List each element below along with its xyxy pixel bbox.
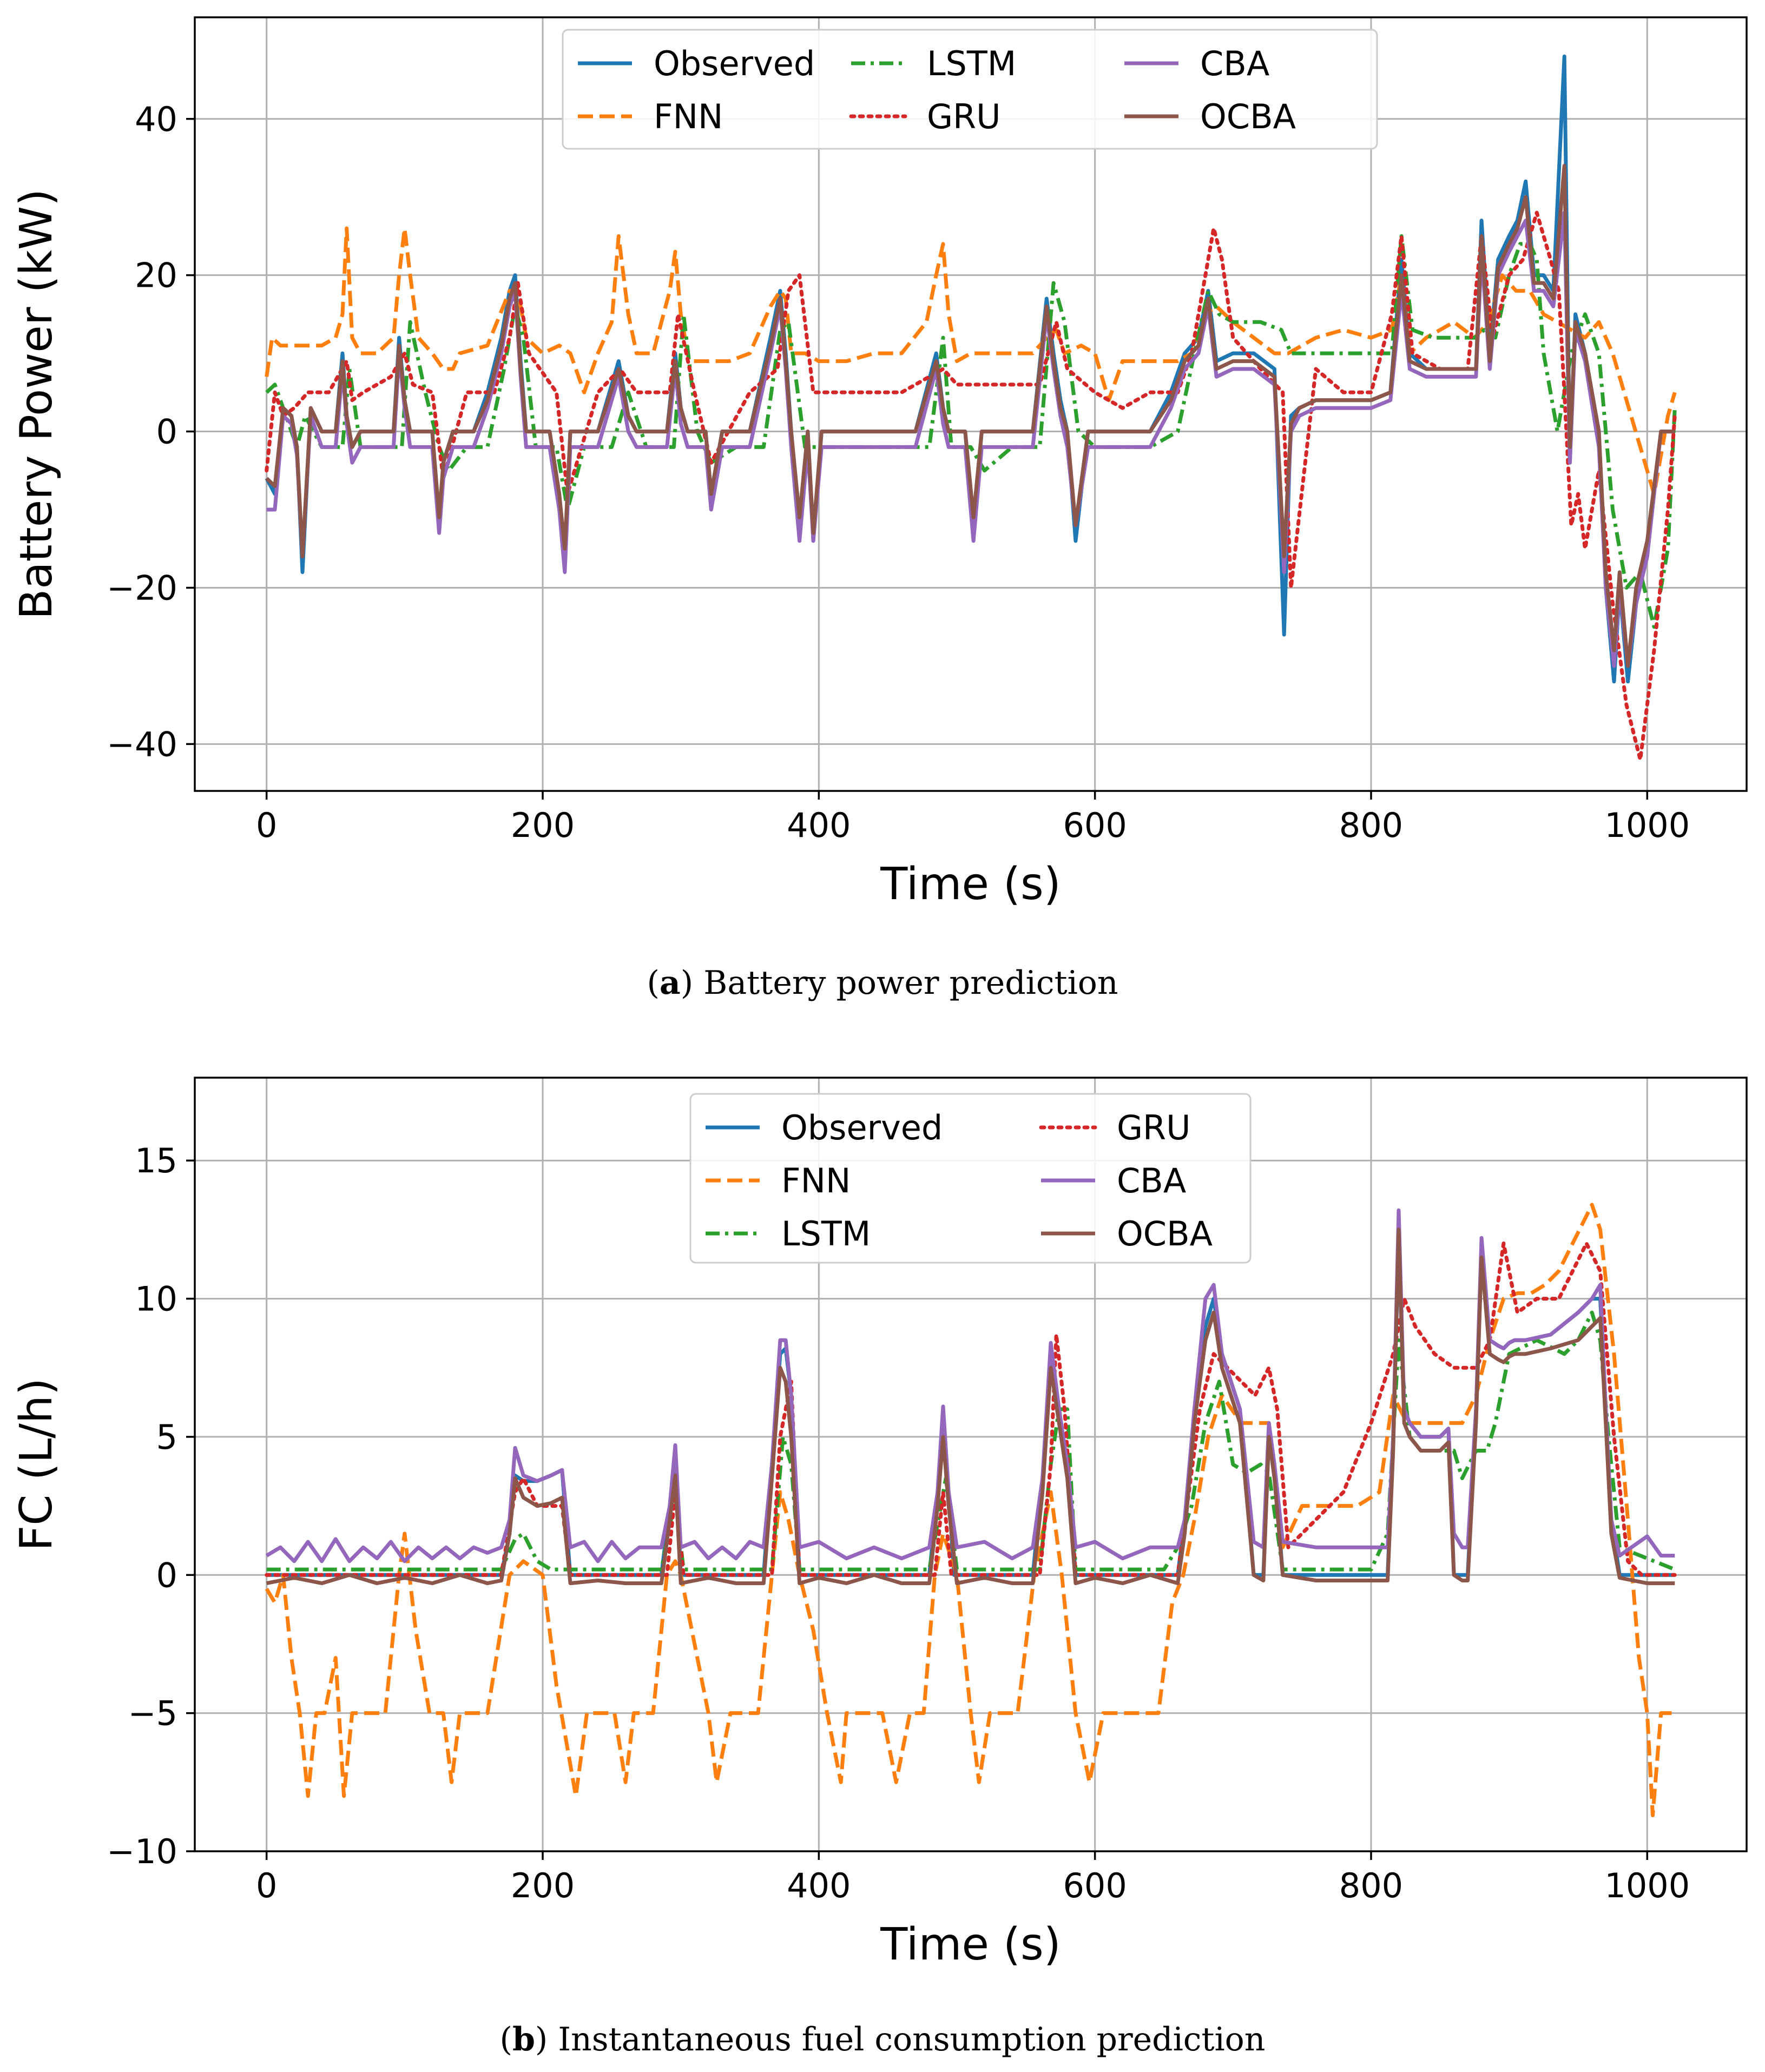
legend-label-fnn: FNN (654, 97, 723, 136)
x-tick-label: 400 (787, 806, 851, 845)
y-tick-label: 20 (135, 256, 177, 295)
series-line-fnn (265, 1203, 1675, 1818)
x-tick-label: 200 (511, 1866, 575, 1905)
legend: Observed FNN LSTM GRU CBA OCBA (562, 29, 1378, 150)
y-tick-label: 0 (156, 1555, 177, 1595)
y-axis-label: Battery Power (kW) (11, 189, 62, 619)
y-tick-label: −20 (107, 568, 177, 608)
battery-power-chart: 0 200 400 600 800 1000 −40 −20 0 20 40 Time (s) Batt… (11, 16, 1748, 910)
series-line-cba (266, 210, 1675, 668)
x-tick-label: 600 (1063, 806, 1127, 845)
legend-label-ocba: OCBA (1117, 1214, 1213, 1253)
y-tick-label: 15 (135, 1141, 177, 1180)
x-tick-label: 0 (256, 1866, 277, 1905)
series-group (265, 54, 1677, 762)
x-tick-label: 600 (1063, 1866, 1127, 1905)
y-tick-label: 10 (135, 1279, 177, 1319)
legend-label-ocba: OCBA (1200, 97, 1296, 136)
y-tick-label: 0 (156, 412, 177, 452)
legend-label-fnn: FNN (781, 1161, 851, 1200)
plot-frame (194, 16, 1748, 792)
series-line-gru (265, 1241, 1677, 1577)
legend-label-cba: CBA (1200, 44, 1269, 83)
caption-a-text: Battery power prediction (693, 964, 1118, 1002)
series-line-lstm (266, 1310, 1676, 1572)
series-line-ocba (266, 1228, 1675, 1586)
caption-b-letter: b (512, 2021, 535, 2058)
y-tick-label: −5 (128, 1694, 177, 1733)
caption-b: (b) Instantaneous fuel consumption predi… (499, 2021, 1266, 2058)
x-tick-label: 200 (511, 806, 575, 845)
x-axis-label: Time (s) (880, 859, 1061, 910)
legend-label-gru: GRU (927, 97, 1001, 136)
fuel-consumption-chart: 0 200 400 600 800 1000 −10 −5 0 5 10 15 Time (s) FC (… (11, 1077, 1748, 1969)
y-tick-label: −40 (107, 724, 177, 764)
x-axis-label: Time (s) (880, 1919, 1061, 1969)
x-tick-label: 0 (256, 806, 277, 845)
legend-box (562, 29, 1378, 150)
legend-label-cba: CBA (1117, 1161, 1186, 1200)
legend-label-observed: Observed (654, 44, 815, 83)
legend: Observed FNN LSTM GRU CBA OCBA (689, 1093, 1252, 1264)
x-tick-label: 800 (1339, 1866, 1403, 1905)
series-line-ocba (265, 163, 1675, 668)
y-tick-label: 5 (156, 1417, 177, 1457)
series-line-fnn (265, 226, 1677, 496)
caption-a-letter: a (659, 964, 681, 1002)
legend-label-observed: Observed (781, 1108, 943, 1147)
ticks: 0 200 400 600 800 1000 −10 −5 0 5 10 15 (107, 1141, 1690, 1905)
plot-frame (194, 1077, 1748, 1852)
x-tick-label: 1000 (1604, 1866, 1690, 1905)
y-tick-label: −10 (107, 1832, 177, 1871)
series-group (265, 1203, 1677, 1818)
x-tick-label: 1000 (1604, 806, 1690, 845)
caption-a: (a) Battery power prediction (647, 964, 1118, 1002)
x-tick-label: 800 (1339, 806, 1403, 845)
legend-box (689, 1093, 1252, 1264)
caption-b-text: Instantaneous fuel consumption predictio… (548, 2021, 1266, 2058)
legend-label-lstm: LSTM (927, 44, 1016, 83)
ticks: 0 200 400 600 800 1000 −40 −20 0 20 40 (107, 100, 1690, 845)
x-tick-label: 400 (787, 1866, 851, 1905)
legend-label-lstm: LSTM (781, 1214, 871, 1253)
series-line-observed (266, 1241, 1675, 1577)
y-axis-label: FC (L/h) (11, 1378, 62, 1551)
y-tick-label: 40 (135, 100, 177, 139)
legend-label-gru: GRU (1117, 1108, 1191, 1147)
